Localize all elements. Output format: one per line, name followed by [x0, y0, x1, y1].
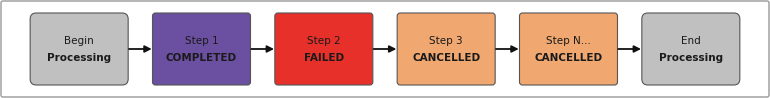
Text: End: End — [681, 36, 701, 46]
Text: Step 1: Step 1 — [185, 36, 219, 46]
Text: Step 2: Step 2 — [307, 36, 340, 46]
Text: Begin: Begin — [64, 36, 94, 46]
Text: Step N...: Step N... — [546, 36, 591, 46]
Text: Step 3: Step 3 — [430, 36, 463, 46]
FancyBboxPatch shape — [275, 13, 373, 85]
Text: CANCELLED: CANCELLED — [412, 53, 480, 63]
Text: Processing: Processing — [659, 53, 723, 63]
FancyBboxPatch shape — [1, 1, 769, 97]
Text: CANCELLED: CANCELLED — [534, 53, 603, 63]
Text: Processing: Processing — [47, 53, 111, 63]
FancyBboxPatch shape — [30, 13, 128, 85]
FancyBboxPatch shape — [642, 13, 740, 85]
Text: FAILED: FAILED — [304, 53, 344, 63]
FancyBboxPatch shape — [397, 13, 495, 85]
FancyBboxPatch shape — [520, 13, 618, 85]
FancyBboxPatch shape — [152, 13, 250, 85]
Text: COMPLETED: COMPLETED — [166, 53, 237, 63]
